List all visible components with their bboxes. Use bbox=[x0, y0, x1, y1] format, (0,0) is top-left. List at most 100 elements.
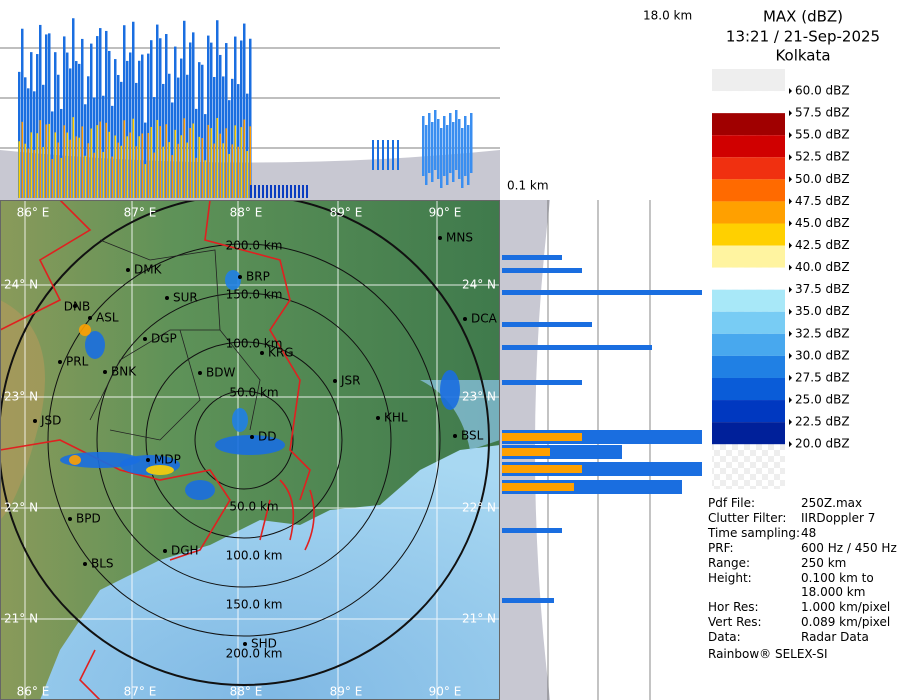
profile-echo bbox=[39, 24, 42, 199]
profile-echo-core bbox=[216, 118, 218, 198]
radar-echoes bbox=[60, 270, 460, 500]
profile-echo-core bbox=[63, 125, 65, 198]
top-profile-echoes bbox=[0, 18, 500, 199]
legend-swatch bbox=[712, 355, 785, 378]
legend-swatch bbox=[712, 69, 785, 92]
range-label: 150.0 km bbox=[226, 288, 283, 302]
longitude-label: 87° E bbox=[124, 206, 157, 220]
profile-echo-core bbox=[243, 119, 245, 198]
profile-echo-core bbox=[234, 125, 236, 198]
profile-echo bbox=[147, 53, 150, 198]
profile-echo bbox=[250, 185, 252, 198]
profile-echo bbox=[186, 74, 189, 198]
longitude-label: 90° E bbox=[429, 685, 462, 699]
profile-echo-core bbox=[21, 121, 23, 198]
longitude-label: 90° E bbox=[429, 206, 462, 220]
profile-echo-core bbox=[156, 119, 158, 198]
station-dot bbox=[165, 296, 169, 300]
profile-echo-core bbox=[225, 128, 227, 198]
info-label: Clutter Filter: bbox=[708, 510, 787, 525]
boundaries bbox=[0, 200, 315, 700]
profile-echo bbox=[249, 38, 252, 199]
profile-echo bbox=[63, 36, 66, 199]
info-value: IIRDoppler 7 bbox=[801, 510, 876, 525]
latitude-label: 22° N bbox=[4, 501, 38, 515]
legend-arrow bbox=[789, 308, 792, 315]
profile-echo bbox=[132, 21, 135, 199]
profile-echo bbox=[452, 122, 455, 182]
legend-label: 37.5 dBZ bbox=[795, 282, 850, 296]
profile-echo-core bbox=[114, 135, 116, 198]
latitude-label: 22° N bbox=[462, 501, 496, 515]
graticule bbox=[0, 200, 500, 700]
profile-echo-core bbox=[246, 151, 248, 198]
profile-echo-core bbox=[75, 136, 77, 198]
profile-echo bbox=[225, 43, 228, 199]
profile-echo bbox=[93, 97, 96, 198]
map: MNS DMK BRP SUR DNB ASL DCA DGP KRG PRL BNK BDW JSR J… bbox=[0, 200, 500, 700]
profile-echo bbox=[48, 33, 51, 198]
station-dot bbox=[376, 416, 380, 420]
legend-arrow bbox=[789, 441, 792, 448]
profile-echo bbox=[192, 32, 195, 198]
station-dot bbox=[438, 236, 442, 240]
profile-echo bbox=[129, 52, 132, 198]
station-dot bbox=[103, 370, 107, 374]
longitude-label: 87° E bbox=[124, 685, 157, 699]
profile-echo-core bbox=[66, 132, 68, 198]
profile-echo bbox=[440, 128, 443, 188]
range-ring bbox=[0, 200, 490, 686]
profile-echo bbox=[126, 60, 129, 198]
profile-echo bbox=[222, 76, 225, 198]
sea bbox=[40, 445, 500, 700]
legend-swatch bbox=[712, 245, 785, 268]
station-dot bbox=[260, 351, 264, 355]
profile-echo bbox=[117, 74, 120, 198]
profile-echo-core bbox=[177, 143, 179, 198]
legend-label: 42.5 dBZ bbox=[795, 238, 850, 252]
info-value: 600 Hz / 450 Hz bbox=[801, 540, 897, 555]
longitude-label: 86° E bbox=[17, 206, 50, 220]
profile-echo bbox=[153, 97, 156, 198]
latitude-label: 24° N bbox=[462, 278, 496, 292]
station-dot bbox=[73, 304, 77, 308]
legend-swatch bbox=[712, 113, 785, 136]
profile-echo bbox=[219, 54, 222, 199]
profile-echo bbox=[502, 255, 562, 260]
station-dot bbox=[198, 371, 202, 375]
profile-echo-core bbox=[219, 133, 221, 198]
profile-echo bbox=[138, 60, 141, 198]
info-label: Pdf File: bbox=[708, 496, 756, 510]
echo bbox=[85, 331, 105, 359]
profile-echo bbox=[156, 24, 159, 198]
legend-swatch bbox=[712, 333, 785, 356]
stations: MNS DMK BRP SUR DNB ASL DCA DGP KRG PRL BNK BDW JSR J… bbox=[33, 231, 498, 651]
legend-label: 22.5 dBZ bbox=[795, 415, 850, 429]
profile-echo-core bbox=[204, 160, 206, 198]
profile-echo bbox=[467, 125, 470, 185]
info-value: Radar Data bbox=[801, 630, 869, 645]
station-dot bbox=[238, 275, 242, 279]
legend-label: 40.0 dBZ bbox=[795, 260, 850, 274]
profile-echo bbox=[382, 140, 384, 170]
legend-arrow bbox=[789, 264, 792, 271]
legend-arrow bbox=[789, 110, 792, 117]
range-ring bbox=[47, 243, 441, 637]
side-height-label: 0.1 km bbox=[507, 179, 549, 193]
station-label: DD bbox=[258, 430, 276, 444]
profile-echo bbox=[60, 108, 63, 198]
legend-swatch bbox=[712, 267, 785, 290]
profile-echo bbox=[258, 185, 260, 198]
station-label: DNB bbox=[64, 300, 90, 314]
profile-echo bbox=[42, 84, 45, 198]
profile-echo bbox=[27, 88, 30, 198]
range-ring bbox=[194, 390, 294, 490]
profile-echo bbox=[502, 528, 562, 533]
profile-echo-core bbox=[502, 483, 574, 491]
station-dot bbox=[463, 317, 467, 321]
station-label: SUR bbox=[173, 291, 198, 305]
profile-echo-core bbox=[45, 124, 47, 198]
profile-echo-core bbox=[30, 132, 32, 198]
profile-echo-core bbox=[117, 142, 119, 198]
station-label: JSR bbox=[340, 374, 361, 388]
